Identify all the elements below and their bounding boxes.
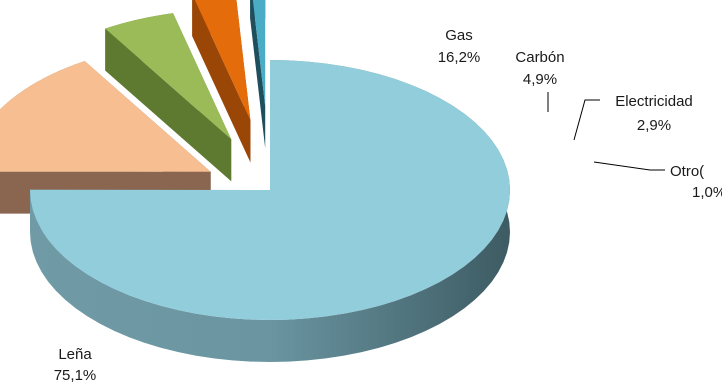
slice-wall-electricidad (192, 0, 251, 163)
slice-wall-carbon (105, 28, 232, 182)
label-otro-name: Otro( (670, 163, 704, 180)
label-gas-value: 16,2% (438, 49, 481, 66)
slice-carbon (105, 13, 232, 182)
label-lena-value: 75,1% (54, 367, 97, 383)
label-electricidad-name: Electricidad (615, 93, 693, 110)
slice-top-otro (252, 0, 266, 107)
slice-lena (30, 60, 510, 362)
slice-electricidad (192, 0, 251, 163)
label-lena-name: Leña (58, 346, 92, 363)
label-electricidad-value: 2,9% (637, 117, 671, 134)
slice-top-gas (0, 61, 211, 172)
label-carbon-value: 4,9% (523, 71, 557, 88)
label-carbon-name: Carbón (515, 49, 564, 66)
leader-lines (547, 92, 665, 171)
leader-line-otro (593, 161, 665, 171)
slice-top-carbon (105, 13, 232, 140)
label-gas-name: Gas (445, 27, 473, 44)
slice-top-electricidad (194, 0, 251, 121)
slice-otro (250, 0, 266, 149)
label-otro-value: 1,0% (692, 184, 722, 201)
leader-line-electricidad (573, 99, 600, 141)
slice-top-lena (30, 60, 510, 320)
slice-sides (0, 0, 510, 362)
slice-wall-otro (250, 0, 266, 149)
